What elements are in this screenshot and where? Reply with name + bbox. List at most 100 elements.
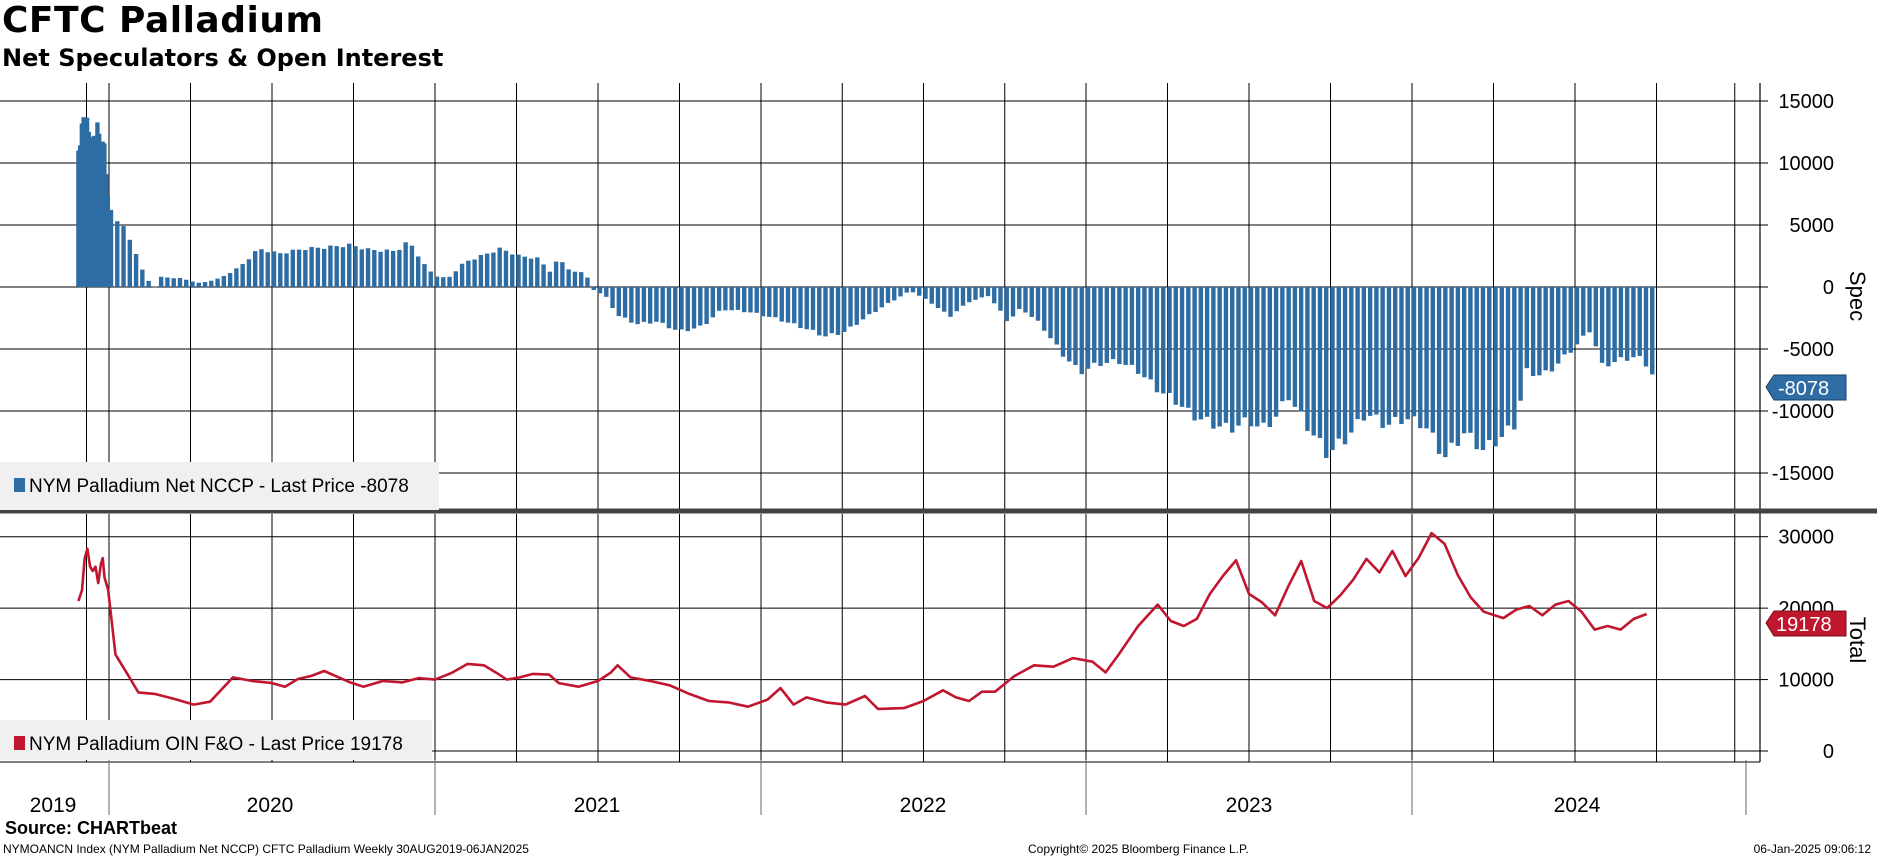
spec-bar — [1085, 287, 1091, 369]
source-note: Source: CHARTbeat — [5, 818, 178, 838]
spec-bar — [998, 287, 1003, 311]
spec-bar — [935, 287, 941, 308]
spec-bar — [685, 287, 690, 332]
spec-bar — [1643, 287, 1649, 367]
spec-last-value-badge — [1765, 374, 1847, 401]
spec-bar — [1512, 287, 1517, 430]
spec-bar — [535, 257, 540, 287]
spec-bar — [873, 287, 878, 313]
spec-bar — [1104, 287, 1110, 363]
spec-bar — [196, 282, 201, 287]
spec-bar — [378, 251, 383, 287]
spec-bar — [1543, 287, 1548, 371]
spec-bar — [115, 221, 120, 287]
spec-bar — [1436, 287, 1442, 454]
total-tick-label: 10000 — [1778, 670, 1834, 692]
spec-bar — [992, 287, 997, 304]
spec-bar — [1280, 287, 1285, 402]
spec-bar — [1336, 287, 1341, 439]
spec-bar — [973, 287, 978, 300]
spec-bar — [1455, 287, 1461, 446]
spec-bar — [403, 242, 408, 287]
spec-bar — [823, 287, 828, 337]
spec-bar — [1581, 287, 1586, 336]
spec-bar — [1067, 287, 1072, 362]
spec-bar — [1637, 287, 1642, 356]
spec-bar — [158, 276, 164, 287]
spec-bar-series — [76, 117, 1655, 458]
spec-bar — [484, 253, 490, 287]
spec-bar — [466, 260, 471, 287]
spec-bar — [1606, 287, 1611, 367]
spec-bar — [1599, 287, 1605, 363]
spec-bar — [1204, 287, 1210, 417]
spec-bar — [1229, 287, 1235, 433]
spec-bar — [723, 287, 728, 311]
spec-bar — [835, 287, 841, 335]
x-tick-label: 2024 — [1554, 794, 1601, 817]
spec-bar — [779, 287, 784, 322]
spec-bar — [767, 287, 772, 317]
spec-bar — [1198, 287, 1204, 420]
spec-bar — [1311, 287, 1316, 436]
spec-bar — [1505, 287, 1511, 426]
spec-bar — [641, 287, 647, 322]
spec-bar — [121, 226, 126, 287]
timestamp: 06-Jan-2025 09:06:12 — [1753, 842, 1871, 856]
total-last-value-badge — [1765, 610, 1847, 637]
spec-bar — [234, 268, 239, 287]
spec-bar — [572, 271, 578, 287]
spec-bar — [1217, 287, 1222, 427]
spec-bar — [635, 287, 640, 325]
spec-bar — [1154, 287, 1160, 393]
spec-bar — [334, 246, 339, 287]
spec-bar — [528, 258, 534, 287]
spec-bar — [1255, 287, 1260, 427]
spec-bar — [1549, 287, 1555, 372]
spec-bar — [785, 287, 791, 323]
spec-bar — [1242, 287, 1247, 418]
spec-bar — [810, 287, 816, 330]
x-tick-label: 2022 — [900, 794, 947, 817]
spec-bar — [1017, 287, 1022, 309]
spec-bar — [553, 261, 559, 287]
spec-bar — [1631, 287, 1636, 358]
spec-bar — [209, 280, 214, 287]
spec-bar — [1236, 287, 1241, 426]
spec-bar — [1110, 287, 1116, 360]
total-legend-box — [0, 720, 432, 760]
spec-bar — [798, 287, 803, 329]
spec-bar — [328, 245, 333, 287]
spec-bar — [296, 249, 302, 287]
spec-tick-label: 15000 — [1778, 91, 1834, 113]
spec-bar — [365, 248, 371, 287]
spec-bar — [165, 277, 170, 287]
spec-bar — [441, 277, 446, 287]
spec-bar — [1650, 287, 1655, 375]
spec-bar — [516, 254, 521, 287]
spec-bar — [560, 262, 565, 287]
spec-bar — [1073, 287, 1078, 365]
spec-bar — [184, 279, 189, 287]
spec-bar — [698, 287, 703, 326]
spec-bar — [1267, 287, 1273, 428]
spec-axis-label: Spec — [1845, 271, 1870, 321]
spec-bar — [397, 249, 402, 287]
spec-bar — [892, 287, 897, 301]
copyright: Copyright© 2025 Bloomberg Finance L.P. — [1028, 842, 1249, 856]
spec-bar — [1493, 287, 1498, 447]
spec-bar — [1562, 287, 1567, 355]
spec-bar — [741, 287, 747, 313]
spec-bar — [704, 287, 709, 324]
spec-bar — [146, 280, 151, 287]
spec-bar — [679, 287, 684, 330]
spec-bar — [409, 245, 415, 287]
spec-bar — [215, 278, 220, 287]
spec-bar — [716, 287, 722, 311]
spec-bar — [917, 287, 922, 296]
spec-bar — [1443, 287, 1448, 458]
spec-bar — [1355, 287, 1360, 420]
x-tick-label: 2023 — [1226, 794, 1273, 817]
spec-bar — [1248, 287, 1254, 427]
spec-bar — [105, 195, 111, 287]
